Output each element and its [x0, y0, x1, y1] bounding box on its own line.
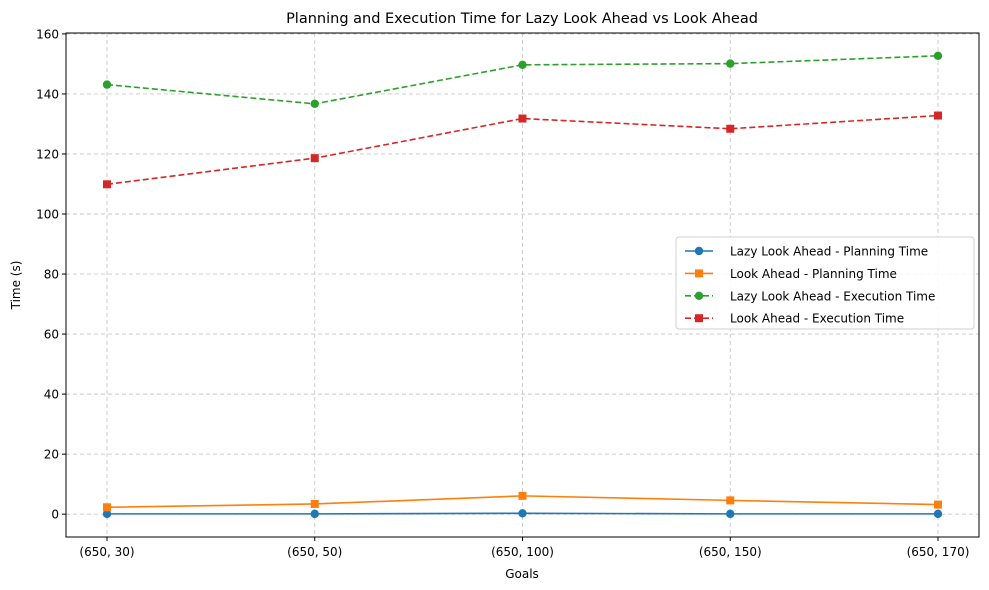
x-axis-label: Goals [505, 567, 539, 581]
legend-label: Lazy Look Ahead - Planning Time [730, 245, 928, 259]
data-point [726, 496, 735, 505]
x-tick-label: (650, 150) [699, 545, 762, 559]
legend-box [675, 236, 975, 330]
y-axis-label: Time (s) [9, 261, 23, 311]
legend-marker [695, 314, 703, 323]
x-tick-label: (650, 30) [79, 545, 134, 559]
x-tick-label: (650, 170) [907, 545, 970, 559]
data-point [310, 509, 319, 519]
data-point [310, 154, 319, 163]
y-tick-label: 40 [44, 388, 59, 402]
data-point [518, 60, 527, 70]
data-point [934, 111, 942, 120]
y-tick-label: 60 [44, 328, 59, 342]
data-point [518, 509, 527, 518]
legend-item: Look Ahead - Planning Time [685, 267, 897, 281]
y-tick-label: 100 [36, 208, 59, 222]
legend-label: Look Ahead - Execution Time [730, 312, 904, 326]
legend-marker [694, 291, 704, 300]
data-point [934, 500, 942, 509]
legend-label: Lazy Look Ahead - Execution Time [730, 289, 935, 303]
series-group [102, 509, 943, 519]
data-point [310, 99, 319, 109]
series-group [102, 51, 943, 109]
legend-item: Look Ahead - Execution Time [685, 312, 904, 326]
data-point [103, 503, 111, 512]
series-group [103, 491, 942, 512]
y-tick-label: 80 [44, 268, 59, 282]
data-point [103, 180, 111, 189]
legend-item: Lazy Look Ahead - Execution Time [685, 289, 935, 303]
data-point [726, 59, 735, 68]
y-tick-label: 120 [36, 147, 59, 161]
x-tick-label: (650, 50) [287, 545, 342, 559]
y-tick-label: 20 [44, 448, 59, 462]
axes: 0 20 40 60 80 100 120 140 160 (650, 30) (650, 50) (… [36, 27, 980, 559]
data-point [518, 114, 527, 123]
data-point [933, 51, 943, 61]
data-point [726, 124, 735, 133]
legend-label: Look Ahead - Planning Time [730, 267, 897, 281]
x-tick-label: (650, 100) [491, 545, 554, 559]
y-tick-label: 160 [36, 27, 59, 41]
data-point [518, 491, 527, 500]
series-lines [102, 51, 943, 519]
legend: Lazy Look Ahead - Planning Time Look Ahea… [675, 236, 975, 330]
data-point [102, 509, 112, 519]
plot-frame [65, 32, 980, 538]
series-group [103, 111, 942, 189]
series-line [106, 114, 939, 186]
data-point [726, 509, 735, 519]
series-line [106, 55, 939, 105]
legend-marker [695, 269, 703, 278]
y-tick-label: 140 [36, 87, 59, 101]
data-point [933, 509, 943, 519]
legend-marker [694, 246, 704, 256]
data-point [102, 80, 112, 89]
data-point [310, 499, 319, 508]
chart-title: Planning and Execution Time for Lazy Loo… [286, 11, 758, 27]
legend-item: Lazy Look Ahead - Planning Time [685, 245, 928, 259]
y-tick-label: 0 [51, 508, 59, 522]
